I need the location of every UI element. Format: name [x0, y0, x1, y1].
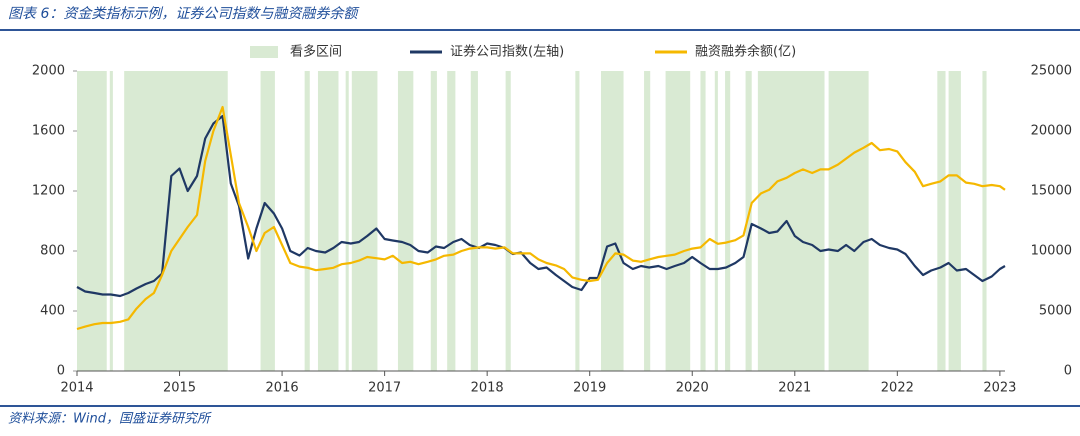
- y2-tick-label: 15000: [1031, 184, 1072, 199]
- bull-interval: [397, 71, 414, 371]
- series-line: [76, 114, 1006, 298]
- x-tick-label: 2020: [676, 381, 709, 396]
- chart-title: 图表 6：资金类指标示例，证券公司指数与融资融券余额: [8, 6, 360, 22]
- bull-interval: [725, 71, 731, 371]
- series-line: [76, 105, 1006, 331]
- bull-interval: [665, 71, 691, 371]
- y2-tick-label: 20000: [1031, 124, 1072, 139]
- bull-interval: [109, 71, 113, 371]
- y-tick-label: 400: [40, 304, 65, 319]
- bull-interval: [430, 71, 437, 371]
- bull-interval: [317, 71, 339, 371]
- bull-interval: [700, 71, 706, 371]
- bull-interval: [260, 71, 275, 371]
- bull-interval: [745, 71, 752, 371]
- bull-interval: [600, 71, 624, 371]
- legend-label: 证券公司指数(左轴): [450, 44, 564, 60]
- x-tick-label: 2017: [368, 381, 401, 396]
- y2-tick-label: 0: [1064, 364, 1072, 379]
- legend-label: 融资融券余额(亿): [695, 44, 796, 60]
- x-tick-label: 2019: [573, 381, 606, 396]
- bull-interval: [937, 71, 946, 371]
- bull-interval: [644, 71, 651, 371]
- x-tick-label: 2014: [60, 381, 93, 396]
- legend-swatch: [250, 46, 278, 58]
- x-tick-label: 2023: [983, 381, 1016, 396]
- y-tick-label: 800: [40, 244, 65, 259]
- bull-interval: [828, 71, 869, 371]
- legend-label: 看多区间: [290, 44, 342, 60]
- y-tick-label: 1600: [32, 124, 65, 139]
- source: 资料来源：Wind，国盛证券研究所: [8, 411, 212, 427]
- y-tick-label: 2000: [32, 64, 65, 79]
- bull-interval: [505, 71, 511, 371]
- y-tick-label: 0: [57, 364, 65, 379]
- bull-interval: [304, 71, 310, 371]
- bull-interval: [345, 71, 349, 371]
- y2-tick-label: 25000: [1031, 64, 1072, 79]
- bull-interval: [948, 71, 961, 371]
- x-tick-label: 2022: [881, 381, 914, 396]
- y2-tick-label: 10000: [1031, 244, 1072, 259]
- bull-interval: [982, 71, 987, 371]
- bull-interval: [714, 71, 718, 371]
- bull-interval: [447, 71, 456, 371]
- x-tick-label: 2015: [163, 381, 196, 396]
- y2-tick-label: 5000: [1039, 304, 1072, 319]
- x-tick-label: 2016: [266, 381, 299, 396]
- x-tick-label: 2021: [778, 381, 811, 396]
- bull-interval: [351, 71, 378, 371]
- bull-interval: [124, 71, 228, 371]
- plot: 0400800120016002000050001000015000200002…: [32, 44, 1072, 396]
- bull-interval: [575, 71, 580, 371]
- bull-interval: [77, 71, 107, 371]
- bull-interval: [470, 71, 478, 371]
- y-tick-label: 1200: [32, 184, 65, 199]
- bull-interval: [757, 71, 825, 371]
- x-tick-label: 2018: [471, 381, 504, 396]
